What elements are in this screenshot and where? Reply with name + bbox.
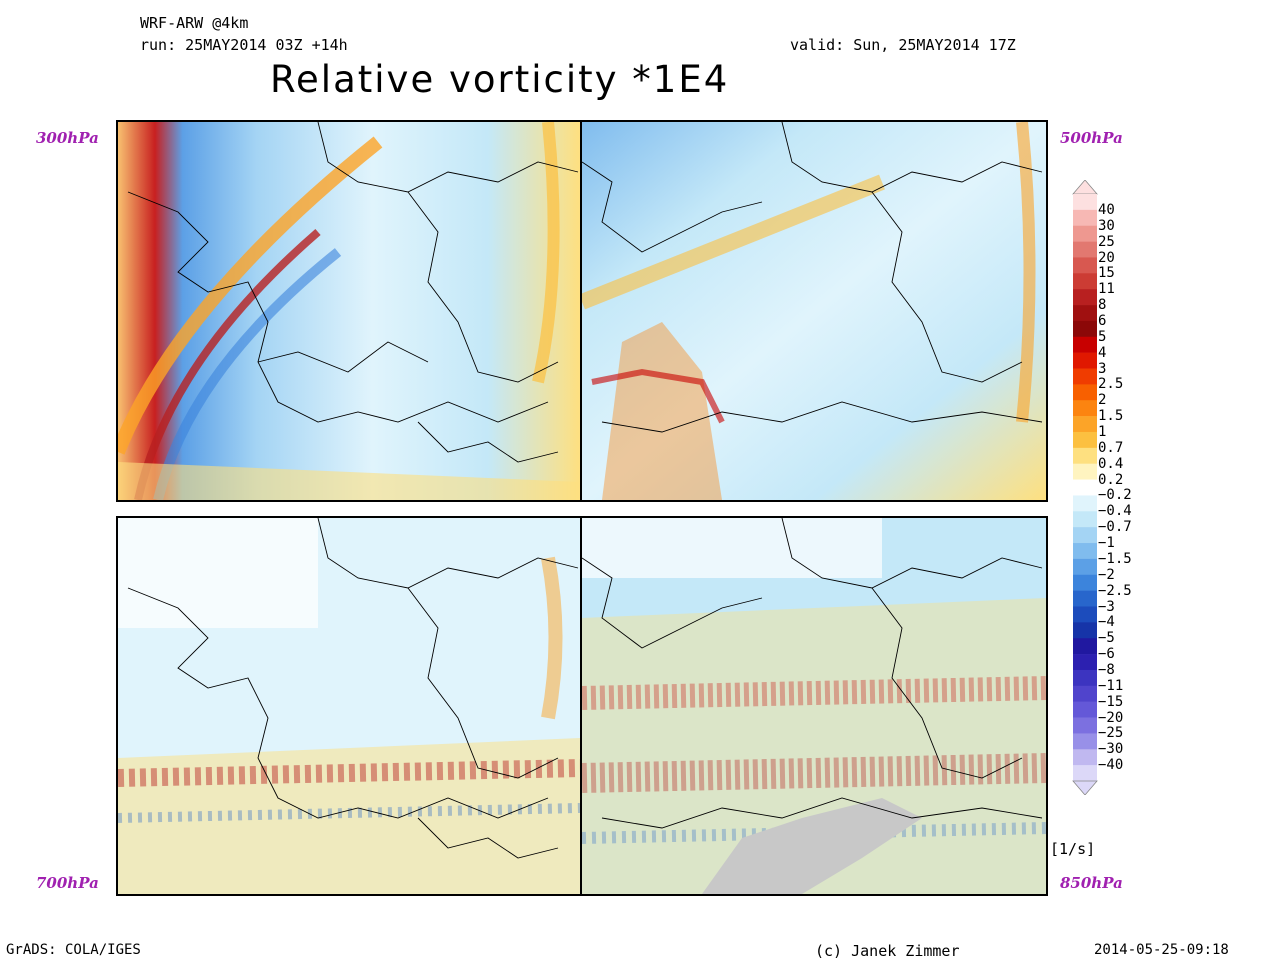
model-label: WRF-ARW @4km <box>140 14 249 32</box>
colorbar-bottom-arrow <box>1072 780 1098 795</box>
colorbar-swatch <box>1073 543 1097 560</box>
colorbar-tick-label: −8 <box>1098 661 1115 678</box>
run-label: run: 25MAY2014 03Z +14h <box>140 36 348 54</box>
colorbar-tick-label: 0.4 <box>1098 455 1124 472</box>
colorbar-tick-label: −11 <box>1098 677 1124 694</box>
level-label-850: 850hPa <box>1060 874 1123 892</box>
footer-credit: (c) Janek Zimmer <box>815 942 960 960</box>
colorbar-swatch <box>1073 511 1097 528</box>
colorbar-units: [1/s] <box>1050 840 1096 858</box>
colorbar-swatch <box>1073 622 1097 639</box>
colorbar-tick-label: 2 <box>1098 392 1107 409</box>
colorbar-tick-label: −2.5 <box>1098 582 1132 599</box>
colorbar-tick-label: −0.7 <box>1098 519 1132 536</box>
colorbar-swatch <box>1073 209 1097 227</box>
colorbar-swatch <box>1073 225 1097 242</box>
colorbar-swatch <box>1073 765 1097 782</box>
colorbar-swatch <box>1073 431 1097 449</box>
map-panel-300hpa <box>116 120 582 502</box>
colorbar-tick-label: 5 <box>1098 328 1107 345</box>
vorticity-field-700hpa <box>118 518 580 894</box>
colorbar-swatch <box>1073 527 1097 544</box>
colorbar-swatch <box>1073 289 1097 306</box>
colorbar-swatch <box>1073 416 1097 433</box>
colorbar-tick-label: −0.2 <box>1098 487 1132 504</box>
colorbar-swatch <box>1073 749 1097 766</box>
colorbar-tick-label: 25 <box>1098 233 1115 250</box>
colorbar-tick-label: 20 <box>1098 249 1115 266</box>
colorbar-tick-label: 0.2 <box>1098 471 1124 488</box>
map-panel-700hpa <box>116 516 582 896</box>
colorbar-tick-label: −30 <box>1098 741 1124 758</box>
colorbar-swatch <box>1073 305 1097 322</box>
colorbar-swatch <box>1073 336 1097 353</box>
colorbar-tick-label: 40 <box>1098 201 1115 218</box>
colorbar-swatch <box>1073 558 1097 576</box>
colorbar-tick-label: −6 <box>1098 646 1115 663</box>
colorbar-swatch <box>1073 352 1097 369</box>
colorbar-tick-label: −4 <box>1098 614 1115 631</box>
vorticity-field-850hpa <box>582 518 1046 894</box>
colorbar-swatch <box>1073 241 1097 258</box>
colorbar-swatch <box>1073 574 1097 591</box>
colorbar-tick-label: 8 <box>1098 297 1107 314</box>
colorbar-tick-label: −1.5 <box>1098 550 1132 567</box>
colorbar-swatch <box>1073 463 1097 480</box>
colorbar-tick-label: −2 <box>1098 566 1115 583</box>
colorbar-swatch <box>1073 273 1097 290</box>
colorbar-tick-label: 4 <box>1098 344 1107 361</box>
valid-time-label: valid: Sun, 25MAY2014 17Z <box>790 36 1016 54</box>
colorbar-tick-label: −0.4 <box>1098 503 1132 520</box>
colorbar-tick-label: −1 <box>1098 535 1115 551</box>
colorbar-tick-label: −5 <box>1098 630 1115 647</box>
vorticity-field-300hpa <box>118 122 580 500</box>
colorbar-tick-label: 15 <box>1098 265 1115 282</box>
colorbar-tick-label: 2.5 <box>1098 376 1124 393</box>
colorbar-swatch <box>1073 685 1097 702</box>
vorticity-field-500hpa <box>582 122 1046 500</box>
colorbar-tick-label: −40 <box>1098 757 1124 774</box>
colorbar-tick-label: 0.7 <box>1098 439 1124 456</box>
colorbar-swatch <box>1073 701 1097 718</box>
colorbar-tick-label: 1.5 <box>1098 408 1124 425</box>
colorbar-tick-label: 3 <box>1098 360 1107 377</box>
map-panel-850hpa <box>580 516 1048 896</box>
level-label-700: 700hPa <box>36 874 99 892</box>
colorbar-tick-label: −20 <box>1098 709 1124 726</box>
footer-software-label: GrADS: COLA/IGES <box>6 942 141 958</box>
colorbar-swatch <box>1073 606 1097 623</box>
colorbar-swatch <box>1073 384 1097 401</box>
colorbar <box>1072 180 1098 795</box>
map-title: Relative vorticity *1E4 <box>270 58 730 101</box>
colorbar-swatch <box>1073 194 1097 211</box>
colorbar-swatch <box>1073 654 1097 671</box>
level-label-300: 300hPa <box>36 129 99 147</box>
colorbar-swatch <box>1073 447 1097 464</box>
colorbar-tick-label: −25 <box>1098 725 1124 742</box>
colorbar-swatch <box>1073 479 1097 496</box>
colorbar-swatch <box>1073 717 1097 734</box>
colorbar-top-arrow <box>1072 180 1098 195</box>
level-label-500: 500hPa <box>1060 129 1123 147</box>
map-panel-500hpa <box>580 120 1048 502</box>
colorbar-swatch <box>1073 590 1097 607</box>
colorbar-swatch <box>1073 400 1097 417</box>
colorbar-tick-label: 30 <box>1098 217 1115 234</box>
colorbar-swatch <box>1073 368 1097 385</box>
colorbar-tick-label: 6 <box>1098 312 1107 329</box>
colorbar-tick-label: 11 <box>1098 281 1115 298</box>
colorbar-tick-label: 1 <box>1098 424 1107 440</box>
colorbar-tick-label: −15 <box>1098 693 1124 710</box>
colorbar-swatch <box>1073 320 1097 338</box>
colorbar-tick-label: −3 <box>1098 598 1115 615</box>
colorbar-swatch <box>1073 495 1097 512</box>
colorbar-swatch <box>1073 257 1097 274</box>
footer-timestamp: 2014-05-25-09:18 <box>1094 942 1229 958</box>
colorbar-swatch <box>1073 638 1097 655</box>
colorbar-swatch <box>1073 733 1097 750</box>
colorbar-swatch <box>1073 669 1097 687</box>
